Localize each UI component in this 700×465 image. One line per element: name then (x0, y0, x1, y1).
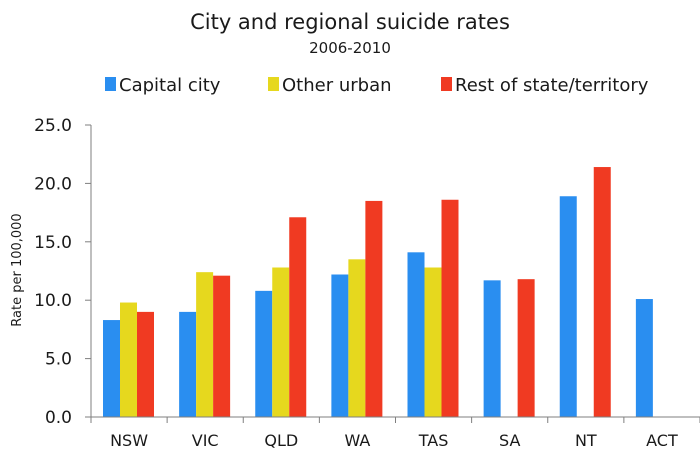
legend-swatch (105, 77, 116, 91)
x-tick-label-act: ACT (646, 431, 678, 450)
bar-nsw-series-2 (120, 302, 137, 417)
bar-group-sa (483, 279, 535, 417)
bar-group-act (635, 299, 653, 417)
legend-item-2: Other urban (268, 75, 392, 96)
bar-nt-series-1 (559, 196, 577, 417)
bar-qld-series-2 (272, 267, 290, 417)
bar-group-nt (559, 167, 611, 417)
x-tick-label-sa: SA (499, 431, 520, 450)
chart-subtitle: 2006-2010 (309, 39, 391, 57)
y-tick-label: 0.0 (45, 408, 72, 428)
bar-vic-series-1 (179, 311, 197, 417)
bar-group-vic (179, 272, 231, 417)
y-tick-label: 25.0 (34, 116, 72, 136)
y-tick-label: 15.0 (34, 233, 72, 253)
y-tick-label: 10.0 (34, 291, 72, 311)
bar-group-tas (407, 199, 459, 417)
legend-label: Other urban (282, 75, 392, 96)
x-tick-label-tas: TAS (418, 431, 449, 450)
bar-sa-series-3 (517, 279, 535, 417)
bar-wa-series-1 (331, 274, 349, 417)
bar-tas-series-3 (441, 199, 459, 417)
bar-wa-series-3 (365, 200, 383, 417)
legend-swatch (441, 77, 452, 91)
x-tick-label-nsw: NSW (110, 431, 148, 450)
bars (103, 167, 653, 417)
bar-wa-series-2 (348, 259, 366, 417)
bar-group-wa (331, 200, 383, 417)
bar-group-qld (255, 217, 307, 417)
bar-nsw-series-1 (103, 320, 120, 417)
bar-nsw-series-3 (137, 311, 154, 417)
legend-item-1: Capital city (105, 75, 221, 96)
bar-qld-series-1 (255, 290, 273, 417)
chart-title: City and regional suicide rates (190, 10, 510, 34)
bar-vic-series-2 (196, 272, 214, 417)
x-tick-label-wa: WA (344, 431, 370, 450)
x-axis: NSW VIC QLD WA TAS SA NT ACT (90, 416, 700, 450)
y-tick-label: 20.0 (34, 174, 72, 194)
legend-label: Capital city (119, 75, 221, 96)
y-tick-label: 5.0 (45, 350, 72, 370)
legend-item-3: Rest of state/territory (441, 75, 649, 96)
legend: Capital city Other urban Rest of state/ter… (105, 75, 649, 96)
bar-nt-series-3 (593, 167, 611, 417)
legend-label: Rest of state/territory (455, 75, 649, 96)
bar-group-nsw (103, 302, 154, 417)
y-axis: 0.0 5.0 10.0 15.0 20.0 25.0 (34, 116, 92, 428)
bar-tas-series-1 (407, 252, 425, 417)
bar-act-series-1 (635, 299, 653, 417)
x-tick-label-vic: VIC (192, 431, 219, 450)
legend-swatch (268, 77, 279, 91)
bar-tas-series-2 (424, 267, 442, 417)
y-axis-label: Rate per 100,000 (10, 213, 25, 326)
bar-sa-series-1 (483, 280, 501, 417)
bar-qld-series-3 (289, 217, 307, 417)
x-tick-label-nt: NT (575, 431, 597, 450)
bar-vic-series-3 (213, 275, 231, 417)
x-tick-label-qld: QLD (264, 431, 298, 450)
